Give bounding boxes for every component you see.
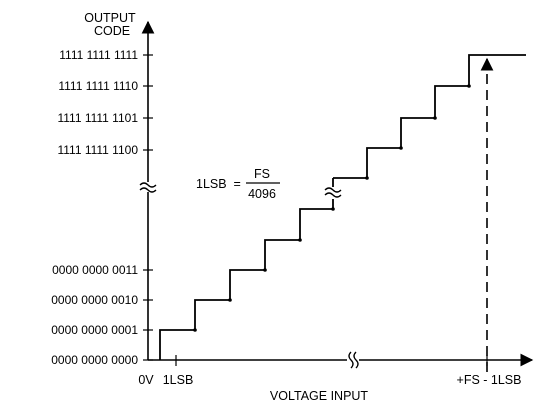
x-tick-label-1lsb: 1LSB (163, 373, 194, 387)
x-axis-break-icon (347, 351, 359, 369)
staircase-upper (333, 54, 526, 179)
code-label-2: 0000 0000 0010 (51, 293, 138, 307)
y-ticks (143, 54, 153, 361)
code-label-6: 1111 1111 1110 (58, 79, 138, 93)
y-axis-break-icon (139, 182, 157, 193)
code-label-7: 1111 1111 1111 (59, 48, 138, 62)
formula-numerator: FS (254, 167, 270, 181)
formula-lhs: 1LSB = (196, 177, 241, 191)
y-axis-title-line2: CODE (94, 24, 130, 38)
code-label-0: 0000 0000 0000 (51, 353, 138, 367)
code-label-3: 0000 0000 0011 (52, 263, 138, 277)
x-axis-title: VOLTAGE INPUT (270, 389, 369, 403)
code-label-1: 0000 0000 0001 (51, 323, 138, 337)
x-tick-label-fs: +FS - 1LSB (457, 373, 522, 387)
staircase-break-icon (324, 187, 342, 199)
transition-dots (193, 84, 471, 332)
y-axis-title-line1: OUTPUT (84, 11, 136, 25)
formula-denominator: 4096 (248, 187, 276, 201)
code-label-5: 1111 1111 1101 (57, 111, 138, 125)
staircase-lower (159, 178, 334, 360)
x-tick-label-0v: 0V (138, 373, 154, 387)
code-label-4: 1111 1111 1100 (57, 143, 138, 157)
